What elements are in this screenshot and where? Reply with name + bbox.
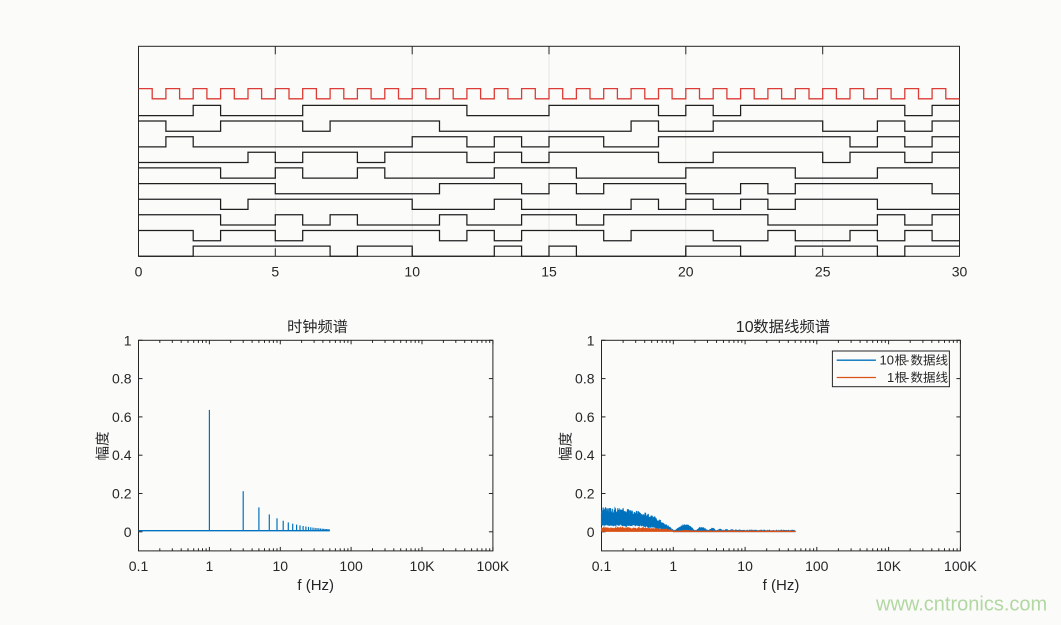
svg-text:0.4: 0.4 (112, 447, 132, 463)
svg-text:f (Hz): f (Hz) (297, 577, 334, 594)
svg-text:1: 1 (669, 558, 677, 574)
svg-text:0.8: 0.8 (575, 371, 595, 387)
svg-text:0: 0 (135, 264, 143, 280)
svg-text:5: 5 (271, 264, 279, 280)
svg-text:www.cntronics.com: www.cntronics.com (875, 594, 1047, 616)
svg-text:10K: 10K (410, 558, 436, 574)
svg-text:15: 15 (541, 264, 557, 280)
svg-text:0.4: 0.4 (575, 447, 595, 463)
svg-text:0: 0 (124, 524, 132, 540)
svg-text:1: 1 (887, 370, 894, 385)
svg-text:0.2: 0.2 (575, 486, 595, 502)
svg-text:0.8: 0.8 (112, 371, 132, 387)
svg-text:25: 25 (815, 264, 831, 280)
svg-text:10: 10 (273, 558, 289, 574)
svg-text:0: 0 (587, 524, 595, 540)
svg-text:f (Hz): f (Hz) (763, 577, 800, 594)
svg-text:10K: 10K (876, 558, 902, 574)
svg-text:100: 100 (805, 558, 829, 574)
svg-text:100: 100 (339, 558, 363, 574)
svg-text:100K: 100K (477, 558, 510, 574)
svg-text:10: 10 (737, 558, 753, 574)
svg-text:0.2: 0.2 (112, 486, 132, 502)
svg-text:0.1: 0.1 (129, 558, 149, 574)
svg-text:10: 10 (880, 353, 894, 368)
svg-text:0.1: 0.1 (592, 558, 612, 574)
svg-text:1: 1 (206, 558, 214, 574)
svg-text:0.6: 0.6 (575, 409, 595, 425)
svg-text:1: 1 (124, 332, 132, 348)
svg-text:-: - (905, 353, 909, 368)
svg-text:100K: 100K (944, 558, 977, 574)
svg-text:10: 10 (404, 264, 420, 280)
svg-text:0.6: 0.6 (112, 409, 132, 425)
svg-text:10: 10 (736, 319, 754, 336)
svg-text:30: 30 (952, 264, 968, 280)
svg-text:-: - (905, 370, 909, 385)
svg-text:20: 20 (678, 264, 694, 280)
svg-text:1: 1 (587, 332, 595, 348)
